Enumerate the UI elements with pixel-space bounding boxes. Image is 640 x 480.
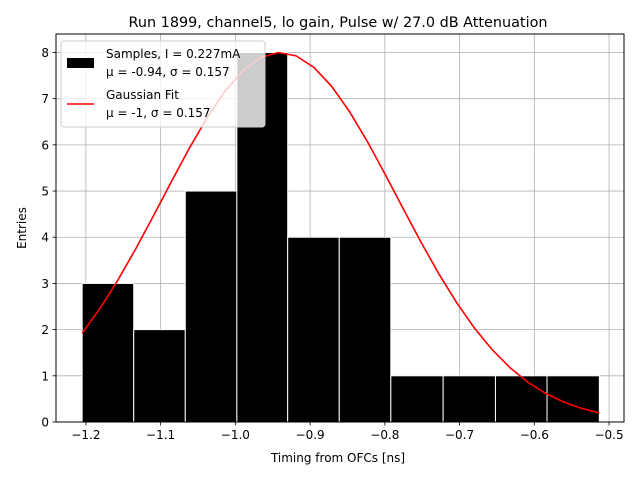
legend-histogram-swatch [67, 58, 94, 68]
x-tick-label: −0.5 [594, 428, 623, 442]
histogram-bars [81, 51, 600, 423]
histogram-bar [390, 375, 444, 423]
legend: Samples, I = 0.227mA μ = -0.94, σ = 0.15… [60, 40, 266, 128]
x-tick-label: −1.2 [71, 428, 100, 442]
histogram-bar [287, 236, 340, 423]
legend-fit-stats: μ = -1, σ = 0.157 [106, 106, 211, 120]
y-axis-label: Entries [15, 207, 29, 249]
x-axis-label: Timing from OFCs [ns] [270, 451, 405, 465]
y-tick-label: 4 [41, 231, 49, 245]
y-tick-label: 2 [41, 323, 49, 337]
y-tick-label: 3 [41, 277, 49, 291]
y-tick-label: 0 [41, 416, 49, 430]
histogram-bar [338, 236, 392, 423]
legend-histogram-label: Samples, I = 0.227mA [106, 47, 241, 61]
y-tick-label: 1 [41, 369, 49, 383]
x-tick-label: −1.0 [221, 428, 250, 442]
gaussian-fit-line [81, 51, 600, 414]
chart-title: Run 1899, channel5, lo gain, Pulse w/ 27… [129, 15, 548, 31]
x-tick-label: −0.8 [370, 428, 399, 442]
histogram-bar [494, 375, 548, 423]
x-tick-label: −0.6 [520, 428, 549, 442]
histogram-bar [133, 329, 186, 423]
x-tick-label: −0.7 [445, 428, 474, 442]
y-tick-label: 8 [41, 46, 49, 60]
histogram-bar [546, 375, 600, 423]
x-tick-label: −1.1 [146, 428, 175, 442]
y-axis-ticks: 0 1 2 3 4 5 6 7 8 [41, 46, 56, 430]
histogram-bar [81, 282, 135, 423]
y-tick-label: 5 [41, 185, 49, 199]
legend-box [60, 40, 266, 128]
x-tick-label: −0.9 [296, 428, 325, 442]
histogram-bar [184, 190, 238, 423]
y-tick-label: 6 [41, 138, 49, 152]
y-tick-label: 7 [41, 92, 49, 106]
plot-frame [55, 33, 625, 423]
x-axis-ticks: −1.2 −1.1 −1.0 −0.9 −0.8 −0.7 −0.6 −0.5 [71, 422, 624, 442]
histogram-bar [442, 375, 496, 423]
legend-histogram-stats: μ = -0.94, σ = 0.157 [106, 65, 230, 79]
legend-fit-label: Gaussian Fit [106, 88, 179, 102]
